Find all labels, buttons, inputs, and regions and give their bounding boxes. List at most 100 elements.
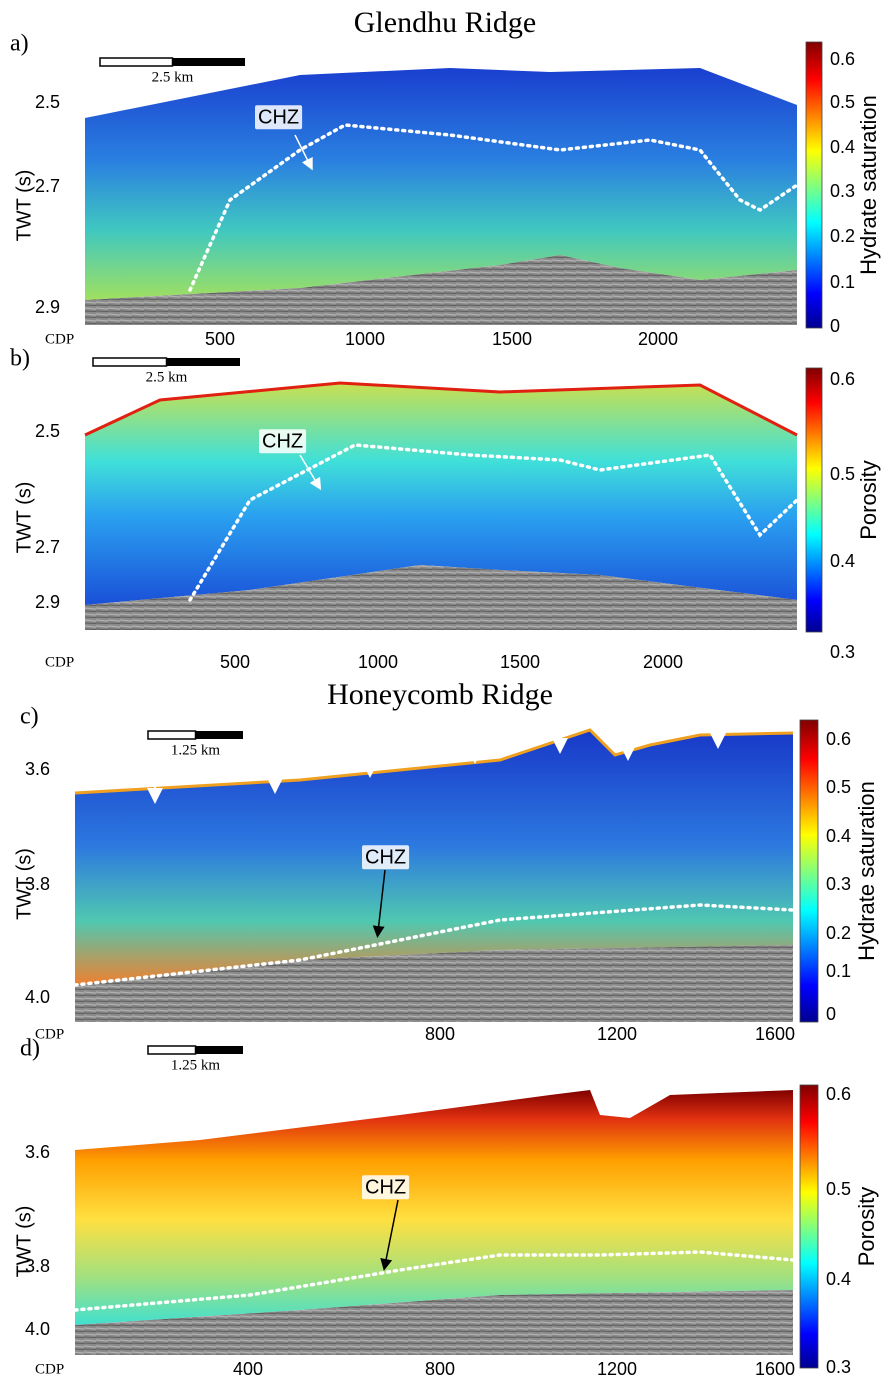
- y-tick-label: 2.9: [35, 297, 60, 317]
- x-tick-label: 1000: [358, 652, 398, 672]
- scale-bar: [195, 1046, 243, 1054]
- scale-bar: [99, 57, 174, 67]
- x-tick-label: 500: [205, 329, 235, 349]
- colorbar-tick-label: 0.4: [830, 551, 855, 571]
- x-tick-label: 2000: [638, 329, 678, 349]
- scale-bar: [147, 730, 197, 740]
- seismic-basement: [85, 565, 797, 630]
- colorbar-tick-label: 0.3: [826, 1357, 851, 1377]
- y-tick-label: 3.8: [25, 874, 50, 894]
- property-section: [75, 730, 793, 985]
- scale-label: 2.5 km: [146, 369, 188, 385]
- x-axis-label: CDP: [45, 331, 74, 347]
- colorbar-tick-label: 0.2: [826, 923, 851, 943]
- y-tick-label: 2.5: [35, 92, 60, 112]
- panel-label: d): [20, 1036, 40, 1062]
- colorbar-tick-label: 0.4: [826, 826, 851, 846]
- y-tick-label: 4.0: [25, 987, 50, 1007]
- chz-label-box: [362, 845, 410, 870]
- colorbar-tick-label: 0.6: [830, 369, 855, 389]
- y-tick-label: 4.0: [25, 1319, 50, 1339]
- x-tick-label: 1600: [755, 1359, 795, 1379]
- colorbar: [799, 719, 819, 1023]
- colorbar-tick-label: 0.5: [826, 777, 851, 797]
- x-tick-label: 1200: [597, 1359, 637, 1379]
- colorbar-tick-label: 0.4: [830, 137, 855, 157]
- seismic-basement: [85, 255, 797, 325]
- panel-label: c): [20, 704, 39, 730]
- colorbar-tick-label: 0.3: [830, 181, 855, 201]
- panel: 1.25 km CHZ c) 3.6 3.8 4.0 TWT (s) CDP 800 1200 16…: [13, 704, 879, 1044]
- chz-label: CHZ: [365, 1176, 406, 1198]
- chz-label-box: [259, 429, 307, 454]
- scale-bar: [92, 357, 168, 367]
- colorbar-tick-label: 0.1: [830, 272, 855, 292]
- colorbar: [799, 1084, 819, 1369]
- chz-arrow: [380, 1199, 399, 1271]
- x-tick-label: 400: [233, 1359, 263, 1379]
- colorbar-tick-label: 0.3: [826, 874, 851, 894]
- chz-boundary: [188, 443, 799, 602]
- y-axis-label: TWT (s): [13, 170, 35, 242]
- scale-label: 2.5 km: [152, 69, 194, 85]
- y-tick-label: 2.7: [35, 176, 60, 196]
- colorbar: [805, 41, 823, 329]
- seafloor: [84, 381, 798, 437]
- y-axis-label: TWT (s): [13, 482, 35, 554]
- chz-label: CHZ: [258, 106, 299, 128]
- colorbar: [805, 367, 823, 633]
- property-section: [75, 1090, 793, 1325]
- colorbar-tick-label: 0.5: [830, 92, 855, 112]
- panel-label: b): [10, 346, 30, 372]
- colorbar-tick-label: 0.6: [826, 729, 851, 749]
- seismic-basement: [75, 1290, 793, 1355]
- x-tick-label: 1000: [345, 329, 385, 349]
- seismic-basement: [75, 945, 793, 1022]
- section-title: Glendhu Ridge: [354, 6, 536, 39]
- chz-label: CHZ: [365, 846, 406, 868]
- colorbar-tick-label: 0.5: [826, 1179, 851, 1199]
- chz-arrow: [372, 869, 386, 938]
- panel: 2.5 km CHZ a) 2.5 2.7 2.9 TWT (s) CDP 500 1000 150…: [10, 31, 881, 349]
- x-tick-label: 1200: [597, 1024, 637, 1044]
- scale-label: 1.25 km: [171, 742, 221, 758]
- chz-boundary: [188, 123, 799, 292]
- colorbar-tick-label: 0.6: [826, 1084, 851, 1104]
- colorbar-tick-label: 0.3: [830, 642, 855, 662]
- colorbar-tick-label: 0.5: [830, 464, 855, 484]
- colorbar-tick-label: 0: [826, 1004, 836, 1024]
- scale-bar: [195, 731, 243, 739]
- colorbar-label: Porosity: [854, 1187, 879, 1266]
- colorbar-label: Hydrate saturation: [856, 95, 881, 275]
- x-tick-label: 500: [220, 652, 250, 672]
- y-axis-label: TWT (s): [13, 1206, 35, 1278]
- x-axis-label: CDP: [35, 1026, 64, 1042]
- scale-bar: [172, 58, 245, 66]
- colorbar-tick-label: 0: [830, 316, 840, 336]
- scale-label: 1.25 km: [171, 1057, 221, 1073]
- y-axis-label: TWT (s): [13, 848, 35, 920]
- x-axis-label: CDP: [35, 1361, 64, 1377]
- panel-label: a): [10, 31, 29, 57]
- x-tick-label: 1500: [492, 329, 532, 349]
- chz-arrow: [294, 134, 313, 171]
- colorbar-tick-label: 0.6: [830, 49, 855, 69]
- colorbar-tick-label: 0.4: [826, 1269, 851, 1289]
- x-tick-label: 1600: [755, 1024, 795, 1044]
- x-tick-label: 800: [425, 1359, 455, 1379]
- colorbar-tick-label: 0.2: [830, 226, 855, 246]
- section-title: Honeycomb Ridge: [327, 678, 553, 711]
- y-tick-label: 3.6: [25, 1142, 50, 1162]
- y-tick-label: 3.8: [25, 1256, 50, 1276]
- chz-label-box: [362, 1175, 410, 1200]
- x-tick-label: 1500: [500, 652, 540, 672]
- chz-boundary: [73, 903, 795, 987]
- colorbar-label: Porosity: [856, 460, 881, 539]
- colorbar-tick-label: 0.1: [826, 961, 851, 981]
- panel: 2.5 km CHZ b) 2.5 2.7 2.9 TWT (s) CDP 500 1000 150…: [10, 346, 881, 672]
- chz-label-box: [255, 105, 303, 130]
- y-tick-label: 2.9: [35, 592, 60, 612]
- chz-arrow: [299, 454, 322, 491]
- y-tick-label: 2.7: [35, 537, 60, 557]
